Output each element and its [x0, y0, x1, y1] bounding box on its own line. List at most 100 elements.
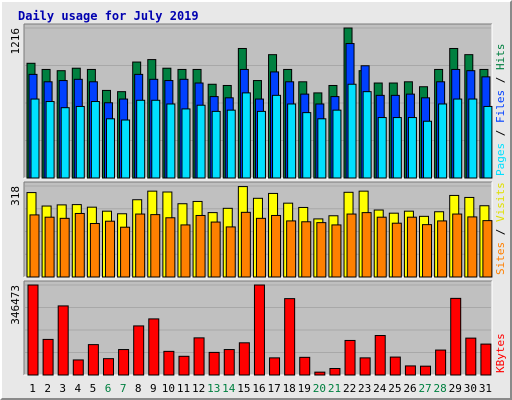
- kbytes-legend: KBytes: [494, 333, 507, 373]
- kbytes-bar: [253, 284, 265, 376]
- kbytes-bar: [148, 318, 160, 376]
- pages-bar: [45, 101, 55, 179]
- sites-bar: [240, 211, 251, 278]
- pages-bar: [256, 110, 266, 179]
- x-tick-label: 1: [29, 382, 36, 395]
- pages-bar: [90, 101, 100, 179]
- kbytes-bar: [299, 356, 311, 376]
- kbytes-bar: [238, 342, 250, 376]
- sites-bar: [376, 216, 387, 278]
- kbytes-bar: [420, 365, 432, 376]
- sites-bar: [180, 224, 191, 278]
- x-tick-label: 25: [388, 382, 401, 395]
- pages-bar: [347, 83, 357, 179]
- sites-bar: [195, 214, 206, 278]
- kbytes-bar: [163, 350, 175, 376]
- sites-bar: [271, 214, 282, 278]
- sites-bar: [135, 213, 146, 278]
- pages-bar: [105, 118, 115, 179]
- sites-bar: [406, 216, 417, 278]
- kbytes-bar: [72, 359, 84, 376]
- legend-pages: Pages: [494, 143, 507, 176]
- kbytes-bar: [223, 349, 235, 376]
- x-tick-label: 31: [479, 382, 492, 395]
- sites-bar: [452, 213, 463, 278]
- pages-bar: [483, 105, 493, 179]
- x-tick-label: 19: [298, 382, 311, 395]
- x-tick-label: 2: [44, 382, 51, 395]
- kbytes-bar: [344, 339, 356, 376]
- pages-bar: [362, 91, 372, 179]
- x-tick-label: 4: [75, 382, 82, 395]
- pages-bar: [121, 119, 131, 179]
- sites-bar: [331, 224, 342, 278]
- kbytes-bar: [480, 343, 492, 376]
- sites-bar: [286, 220, 297, 278]
- legend-separator: /: [494, 222, 507, 242]
- pages-bar: [407, 117, 417, 179]
- x-tick-label: 5: [90, 382, 97, 395]
- sites-bar: [225, 226, 236, 278]
- pages-bar: [332, 109, 342, 179]
- pages-bar: [438, 103, 448, 179]
- pages-bar: [453, 98, 463, 179]
- x-tick-label: 17: [267, 382, 280, 395]
- kbytes-bar: [102, 358, 114, 376]
- kbytes-bar: [57, 305, 69, 376]
- pages-bar: [151, 99, 161, 179]
- x-tick-label: 14: [222, 382, 236, 395]
- sites-bar: [44, 216, 55, 278]
- legend-sites: Sites: [494, 242, 507, 275]
- pages-bar: [423, 120, 433, 179]
- x-tick-label: 29: [449, 382, 462, 395]
- x-tick-label: 23: [358, 382, 371, 395]
- legend-files: Files: [494, 90, 507, 123]
- pages-bar: [226, 109, 236, 179]
- kbytes-bar: [359, 357, 371, 376]
- pages-bar: [317, 118, 327, 179]
- kbytes-bar: [284, 298, 296, 376]
- pages-bar: [302, 112, 312, 179]
- sites-bar: [316, 222, 327, 278]
- x-tick-label: 8: [135, 382, 142, 395]
- pages-bar: [166, 103, 176, 179]
- legend-visits: Visits: [494, 182, 507, 222]
- kbytes-bar: [208, 351, 220, 376]
- sites-bar: [422, 224, 433, 278]
- kbytes-bar: [389, 356, 401, 376]
- kbytes-bar: [133, 325, 145, 376]
- kbytes-bar: [87, 344, 99, 376]
- x-tick-label: 22: [343, 382, 356, 395]
- kbytes-ytick-label: 346473: [9, 285, 22, 325]
- pages-bar: [30, 98, 40, 179]
- visits-legend: Sites / Visits: [494, 182, 507, 275]
- chart-title: Daily usage for July 2019: [18, 9, 199, 23]
- pages-bar: [272, 94, 282, 179]
- sites-bar: [29, 214, 40, 278]
- pages-bar: [181, 108, 191, 179]
- x-tick-label: 10: [162, 382, 175, 395]
- legend-kbytes: KBytes: [494, 333, 507, 373]
- x-tick-label: 13: [207, 382, 220, 395]
- pages-bar: [377, 117, 387, 179]
- x-tick-label: 28: [434, 382, 447, 395]
- pages-bar: [60, 107, 70, 179]
- pages-bar: [392, 117, 402, 179]
- pages-bar: [211, 110, 221, 179]
- sites-bar: [255, 217, 266, 278]
- sites-bar: [59, 217, 70, 278]
- kbytes-bar: [465, 337, 477, 376]
- pages-bar: [196, 104, 206, 179]
- legend-separator: /: [494, 70, 507, 90]
- sites-bar: [301, 221, 312, 278]
- kbytes-bar: [450, 297, 462, 376]
- sites-bar: [467, 216, 478, 278]
- legend-hits: Hits: [494, 44, 507, 71]
- sites-bar: [482, 220, 493, 278]
- x-tick-label: 11: [177, 382, 190, 395]
- sites-bar: [120, 226, 131, 278]
- kbytes-bar: [27, 284, 39, 376]
- x-tick-label: 12: [192, 382, 205, 395]
